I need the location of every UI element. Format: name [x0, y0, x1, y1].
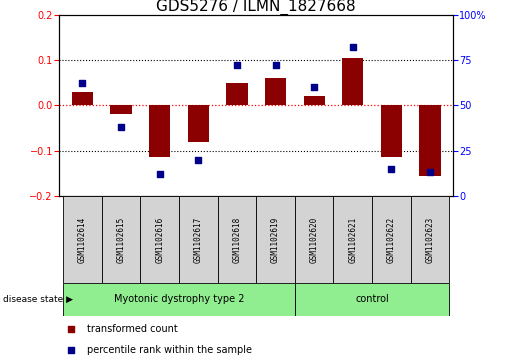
- Bar: [140, 196, 179, 283]
- Text: transformed count: transformed count: [87, 324, 178, 334]
- Text: GSM1102614: GSM1102614: [78, 216, 87, 263]
- Text: GSM1102615: GSM1102615: [116, 216, 126, 263]
- Bar: [102, 196, 140, 283]
- Bar: [265, 78, 286, 105]
- Point: [67, 347, 75, 353]
- Bar: [419, 105, 441, 176]
- Text: GSM1102623: GSM1102623: [425, 216, 435, 263]
- Text: GSM1102621: GSM1102621: [348, 216, 357, 263]
- Point: [67, 326, 75, 332]
- Point: [387, 166, 396, 172]
- Bar: [63, 283, 295, 316]
- Text: percentile rank within the sample: percentile rank within the sample: [87, 345, 252, 355]
- Bar: [295, 283, 449, 316]
- Bar: [179, 196, 217, 283]
- Bar: [149, 105, 170, 158]
- Point: [426, 170, 434, 175]
- Bar: [372, 196, 410, 283]
- Bar: [410, 196, 449, 283]
- Bar: [295, 196, 334, 283]
- Bar: [334, 196, 372, 283]
- Title: GDS5276 / ILMN_1827668: GDS5276 / ILMN_1827668: [157, 0, 356, 15]
- Bar: [381, 105, 402, 158]
- Bar: [110, 105, 132, 114]
- Bar: [63, 196, 102, 283]
- Point: [117, 124, 125, 130]
- Text: GSM1102619: GSM1102619: [271, 216, 280, 263]
- Point: [156, 171, 164, 177]
- Point: [233, 62, 241, 68]
- Text: control: control: [355, 294, 389, 305]
- Point: [194, 157, 202, 163]
- Text: Myotonic dystrophy type 2: Myotonic dystrophy type 2: [114, 294, 244, 305]
- Bar: [187, 105, 209, 142]
- Bar: [303, 96, 325, 105]
- Bar: [256, 196, 295, 283]
- Bar: [342, 58, 364, 105]
- Text: GSM1102616: GSM1102616: [155, 216, 164, 263]
- Point: [310, 84, 318, 90]
- Point: [78, 81, 87, 86]
- Bar: [226, 82, 248, 105]
- Text: disease state ▶: disease state ▶: [3, 295, 73, 304]
- Point: [349, 44, 357, 50]
- Text: GSM1102617: GSM1102617: [194, 216, 203, 263]
- Text: GSM1102622: GSM1102622: [387, 216, 396, 263]
- Bar: [217, 196, 256, 283]
- Text: GSM1102620: GSM1102620: [310, 216, 319, 263]
- Point: [271, 62, 280, 68]
- Text: GSM1102618: GSM1102618: [232, 216, 242, 263]
- Bar: [72, 91, 93, 105]
